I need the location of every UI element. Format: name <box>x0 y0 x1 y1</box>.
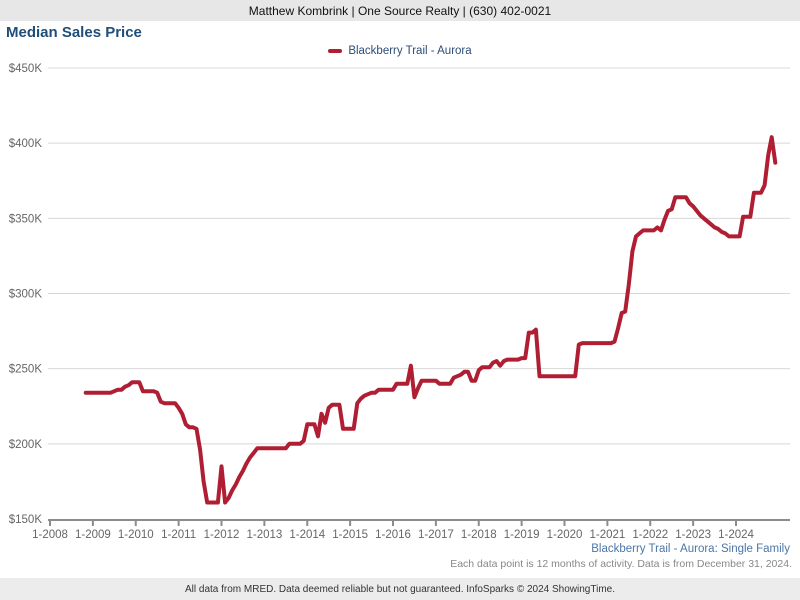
footer-band: All data from MRED. Data deemed reliable… <box>0 578 800 600</box>
agent-info: Matthew Kombrink | One Source Realty | (… <box>248 3 552 18</box>
page-title: Median Sales Price <box>6 24 142 41</box>
x-axis-label: 1-2008 <box>32 529 68 541</box>
disclaimer-text: All data from MRED. Data deemed reliable… <box>184 583 615 595</box>
series-scope-label: Blackberry Trail - Aurora: Single Family <box>591 543 790 555</box>
x-axis-label: 1-2009 <box>75 529 111 541</box>
y-axis-label: $150K <box>9 514 43 526</box>
y-axis-label: $250K <box>9 364 43 376</box>
x-axis-label: 1-2013 <box>246 529 282 541</box>
x-axis-label: 1-2021 <box>589 529 625 541</box>
y-axis-label: $300K <box>9 289 43 301</box>
x-axis-label: 1-2017 <box>418 529 454 541</box>
header-band: Matthew Kombrink | One Source Realty | (… <box>0 0 800 21</box>
x-axis-label: 1-2018 <box>461 529 497 541</box>
x-axis-label: 1-2010 <box>118 529 154 541</box>
x-axis-label: 1-2015 <box>332 529 368 541</box>
legend-series-label: Blackberry Trail - Aurora <box>348 45 472 57</box>
y-axis-label: $400K <box>9 138 43 150</box>
data-note: Each data point is 12 months of activity… <box>450 558 792 570</box>
y-axis-label: $350K <box>9 213 43 225</box>
x-axis-label: 1-2016 <box>375 529 411 541</box>
x-axis-label: 1-2022 <box>632 529 668 541</box>
x-axis-label: 1-2019 <box>504 529 540 541</box>
legend-line-swatch <box>328 49 343 53</box>
chart-legend: Blackberry Trail - Aurora <box>0 44 800 58</box>
chart-line-series <box>83 135 778 505</box>
x-axis-label: 1-2011 <box>161 529 196 541</box>
x-axis-label: 1-2014 <box>289 529 325 541</box>
y-axis-label: $200K <box>9 439 43 451</box>
x-axis-label: 1-2020 <box>547 529 583 541</box>
y-axis-label: $450K <box>9 63 43 75</box>
x-axis-label: 1-2023 <box>675 529 711 541</box>
x-axis-label: 1-2012 <box>204 529 240 541</box>
x-axis-label: 1-2024 <box>718 529 754 541</box>
